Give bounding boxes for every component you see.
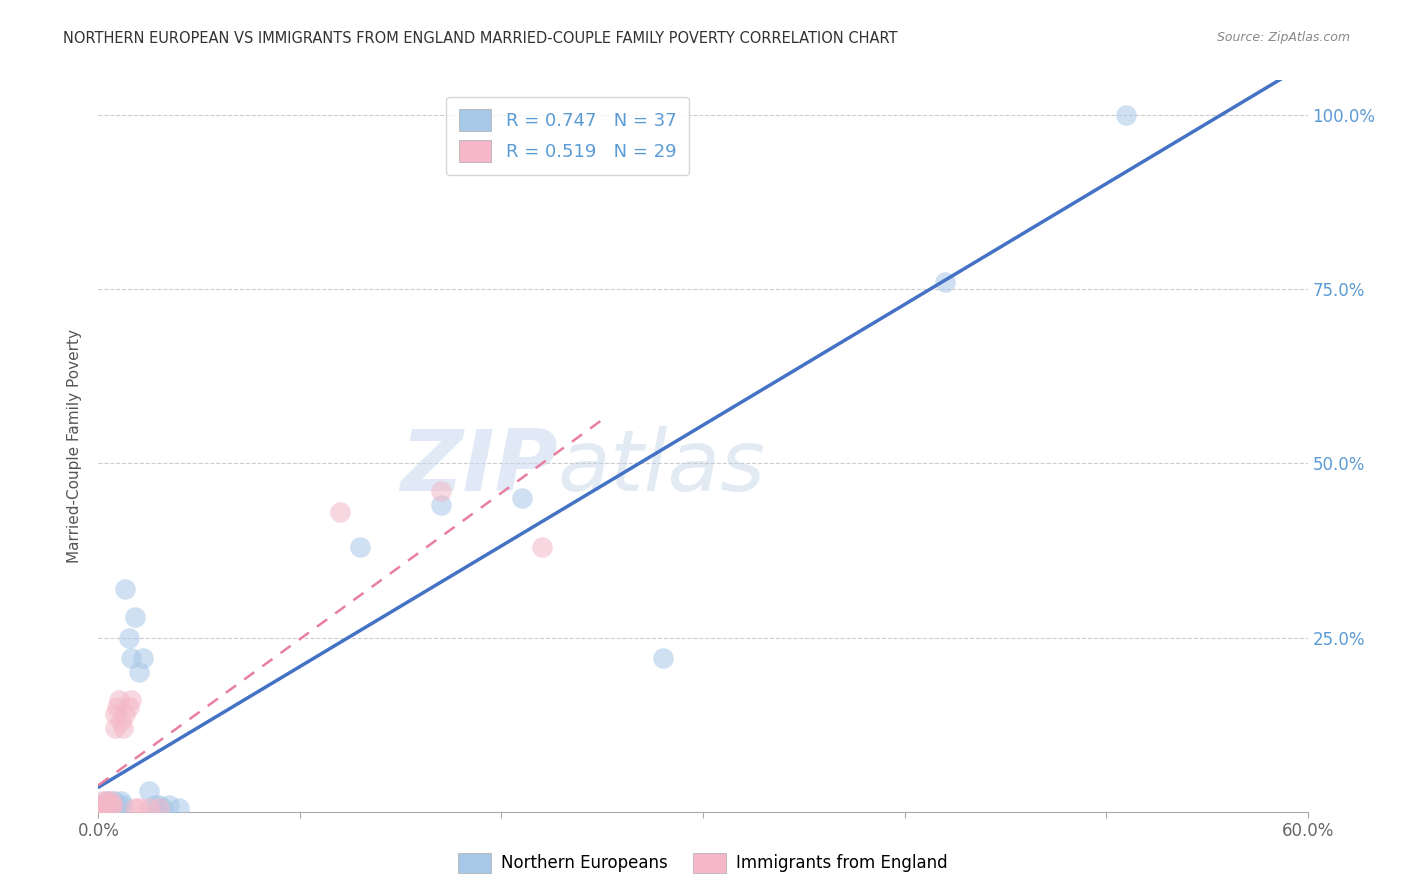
Point [93, 801, 115, 815]
Point [157, 797, 180, 812]
Point [97, 797, 120, 812]
Point [1115, 108, 1137, 122]
Point [103, 797, 125, 812]
Point [97, 801, 120, 815]
Point [101, 799, 124, 814]
Point [128, 665, 150, 680]
Point [430, 484, 453, 499]
Point [100, 799, 122, 814]
Point [124, 609, 146, 624]
Point [349, 540, 371, 554]
Point [91, 801, 114, 815]
Text: NORTHERN EUROPEAN VS IMMIGRANTS FROM ENGLAND MARRIED-COUPLE FAMILY POVERTY CORRE: NORTHERN EUROPEAN VS IMMIGRANTS FROM ENG… [63, 31, 898, 46]
Point [120, 651, 142, 665]
Point [110, 794, 132, 808]
Point [101, 801, 124, 815]
Point [118, 631, 141, 645]
Point [89, 801, 111, 815]
Point [97, 797, 120, 811]
Point [103, 721, 125, 735]
Point [152, 801, 174, 815]
Point [138, 801, 160, 815]
Point [103, 794, 125, 808]
Point [105, 801, 128, 815]
Point [111, 797, 134, 812]
Text: Source: ZipAtlas.com: Source: ZipAtlas.com [1216, 31, 1350, 45]
Point [89, 797, 111, 812]
Point [110, 714, 132, 728]
Point [96, 794, 118, 808]
Point [89, 801, 111, 815]
Point [96, 797, 118, 812]
Point [148, 797, 170, 812]
Point [510, 491, 533, 506]
Point [148, 801, 170, 815]
Point [111, 721, 134, 735]
Text: atlas: atlas [558, 426, 766, 509]
Point [128, 801, 150, 815]
Point [329, 505, 352, 519]
Point [114, 582, 136, 596]
Point [107, 693, 129, 707]
Y-axis label: Married-Couple Family Poverty: Married-Couple Family Poverty [67, 329, 83, 563]
Legend: R = 0.747   N = 37, R = 0.519   N = 29: R = 0.747 N = 37, R = 0.519 N = 29 [446, 96, 689, 175]
Point [651, 651, 673, 665]
Point [934, 275, 956, 289]
Point [96, 799, 118, 814]
Point [114, 707, 136, 722]
Point [101, 797, 124, 812]
Point [93, 801, 115, 815]
Point [100, 797, 122, 812]
Point [430, 498, 453, 512]
Point [118, 700, 141, 714]
Point [132, 651, 155, 665]
Point [96, 794, 118, 808]
Point [105, 700, 128, 714]
Text: ZIP: ZIP [401, 426, 558, 509]
Point [167, 801, 190, 815]
Point [100, 794, 122, 808]
Point [97, 801, 120, 815]
Point [138, 784, 160, 798]
Point [93, 797, 115, 812]
Point [143, 797, 166, 812]
Legend: Northern Europeans, Immigrants from England: Northern Europeans, Immigrants from Engl… [451, 847, 955, 880]
Point [93, 797, 115, 812]
Point [91, 797, 114, 812]
Point [107, 797, 129, 812]
Point [120, 693, 142, 707]
Point [530, 540, 553, 554]
Point [91, 794, 114, 808]
Point [103, 707, 125, 722]
Point [124, 801, 146, 815]
Point [91, 801, 114, 815]
Point [100, 794, 122, 808]
